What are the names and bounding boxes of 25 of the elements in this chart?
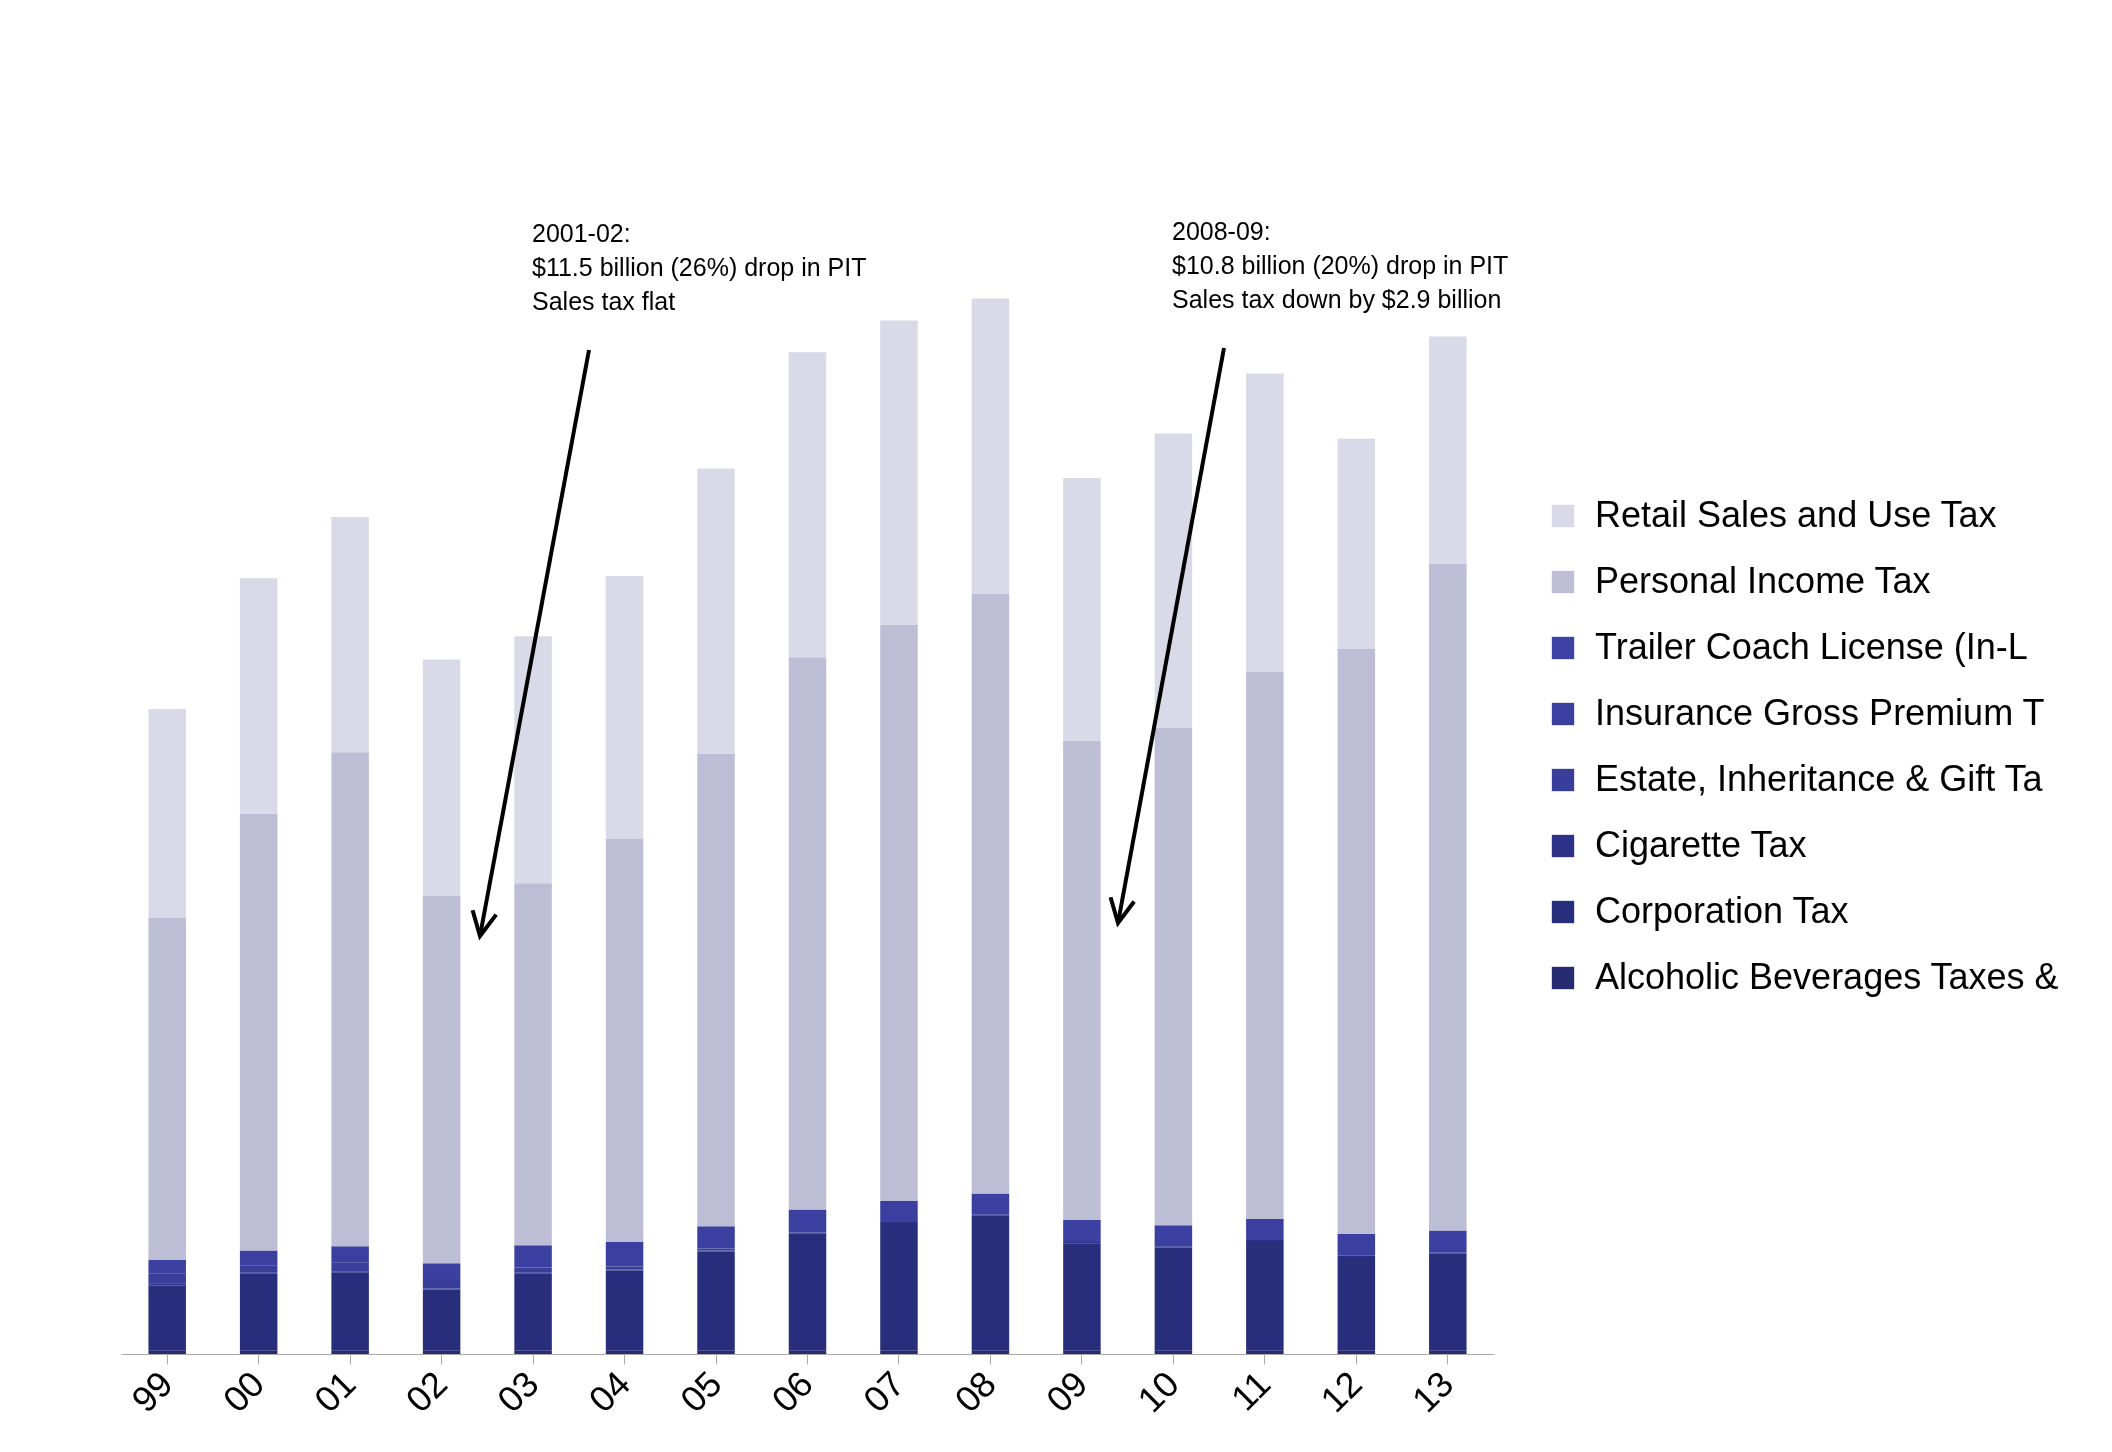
legend-label: Trailer Coach License (In-L — [1595, 626, 2028, 667]
x-tick-label: 11 — [1222, 1362, 1279, 1419]
x-tick-label: 00 — [214, 1362, 273, 1421]
legend-label: Personal Income Tax — [1595, 560, 1931, 601]
x-tick-label: 02 — [397, 1362, 456, 1421]
x-tick-label: 05 — [672, 1362, 730, 1421]
x-tick-label: 12 — [1312, 1362, 1370, 1421]
annotation: 2001-02: $11.5 billion (26%) drop in PIT Sales tax flat — [532, 219, 867, 315]
x-tick-label: 99 — [123, 1362, 181, 1421]
x-tick-label: 06 — [763, 1362, 821, 1421]
legend-label: Alcoholic Beverages Taxes & — [1595, 956, 2059, 997]
legend-label: Cigarette Tax — [1595, 824, 1807, 865]
x-tick-label: 09 — [1038, 1362, 1096, 1421]
legend-label: Estate, Inheritance & Gift Ta — [1595, 758, 2044, 799]
legend-label: Insurance Gross Premium T — [1595, 692, 2045, 733]
x-tick-label: 10 — [1129, 1362, 1187, 1421]
x-tick-label: 13 — [1403, 1362, 1462, 1421]
x-tick-label: 07 — [855, 1362, 913, 1421]
annotation: 2008-09: $10.8 billion (20%) drop in PIT Sales tax down by $2.9 billion — [1172, 217, 1509, 313]
legend-label: Retail Sales and Use Tax — [1595, 494, 1997, 535]
x-tick-label: 08 — [946, 1362, 1004, 1421]
x-tick-label: 03 — [489, 1362, 547, 1421]
x-tick-label: 01 — [306, 1362, 364, 1421]
x-tick-label: 04 — [580, 1362, 638, 1421]
legend-label: Corporation Tax — [1595, 890, 1849, 931]
